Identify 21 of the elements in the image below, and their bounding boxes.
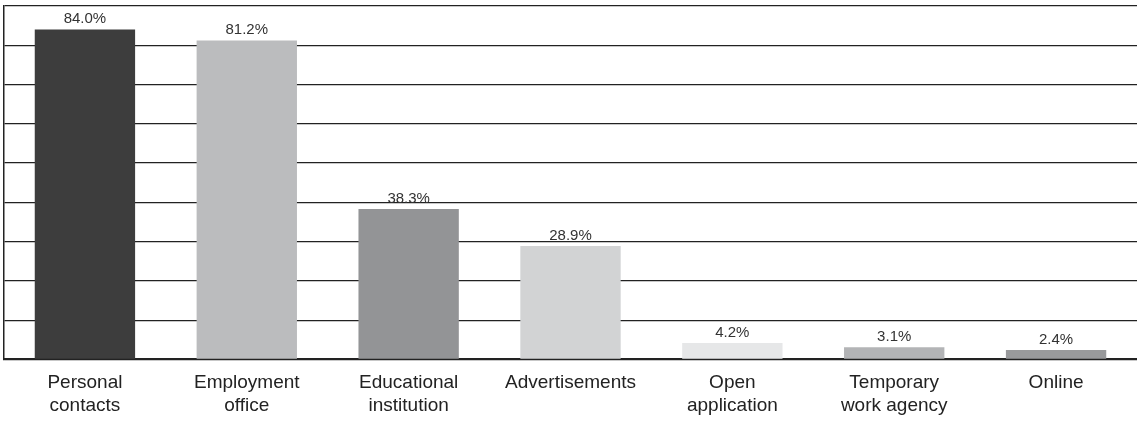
data-label: 84.0% xyxy=(63,9,107,27)
x-tick-label: Open application xyxy=(686,371,778,415)
bar xyxy=(520,245,621,359)
data-label: 2.4% xyxy=(1038,329,1074,347)
bar xyxy=(682,342,783,359)
x-tick-label: Employment office xyxy=(193,371,301,415)
x-tick-label: Advertisements xyxy=(505,371,636,393)
x-tick-label: Personal contacts xyxy=(47,371,123,415)
data-label: 3.1% xyxy=(877,326,912,344)
x-tick-label: Temporary work agency xyxy=(839,371,949,415)
bar xyxy=(358,209,459,359)
data-label: 4.2% xyxy=(715,322,750,340)
bar xyxy=(34,29,136,359)
x-tick-label: Online xyxy=(1028,371,1084,393)
x-tick-label: Educational institution xyxy=(358,371,459,415)
bar xyxy=(196,40,297,359)
bar xyxy=(844,347,945,359)
bar xyxy=(1005,349,1107,359)
data-label: 81.2% xyxy=(225,20,269,38)
data-label: 28.9% xyxy=(549,225,592,243)
data-label: 38.3% xyxy=(387,188,430,206)
